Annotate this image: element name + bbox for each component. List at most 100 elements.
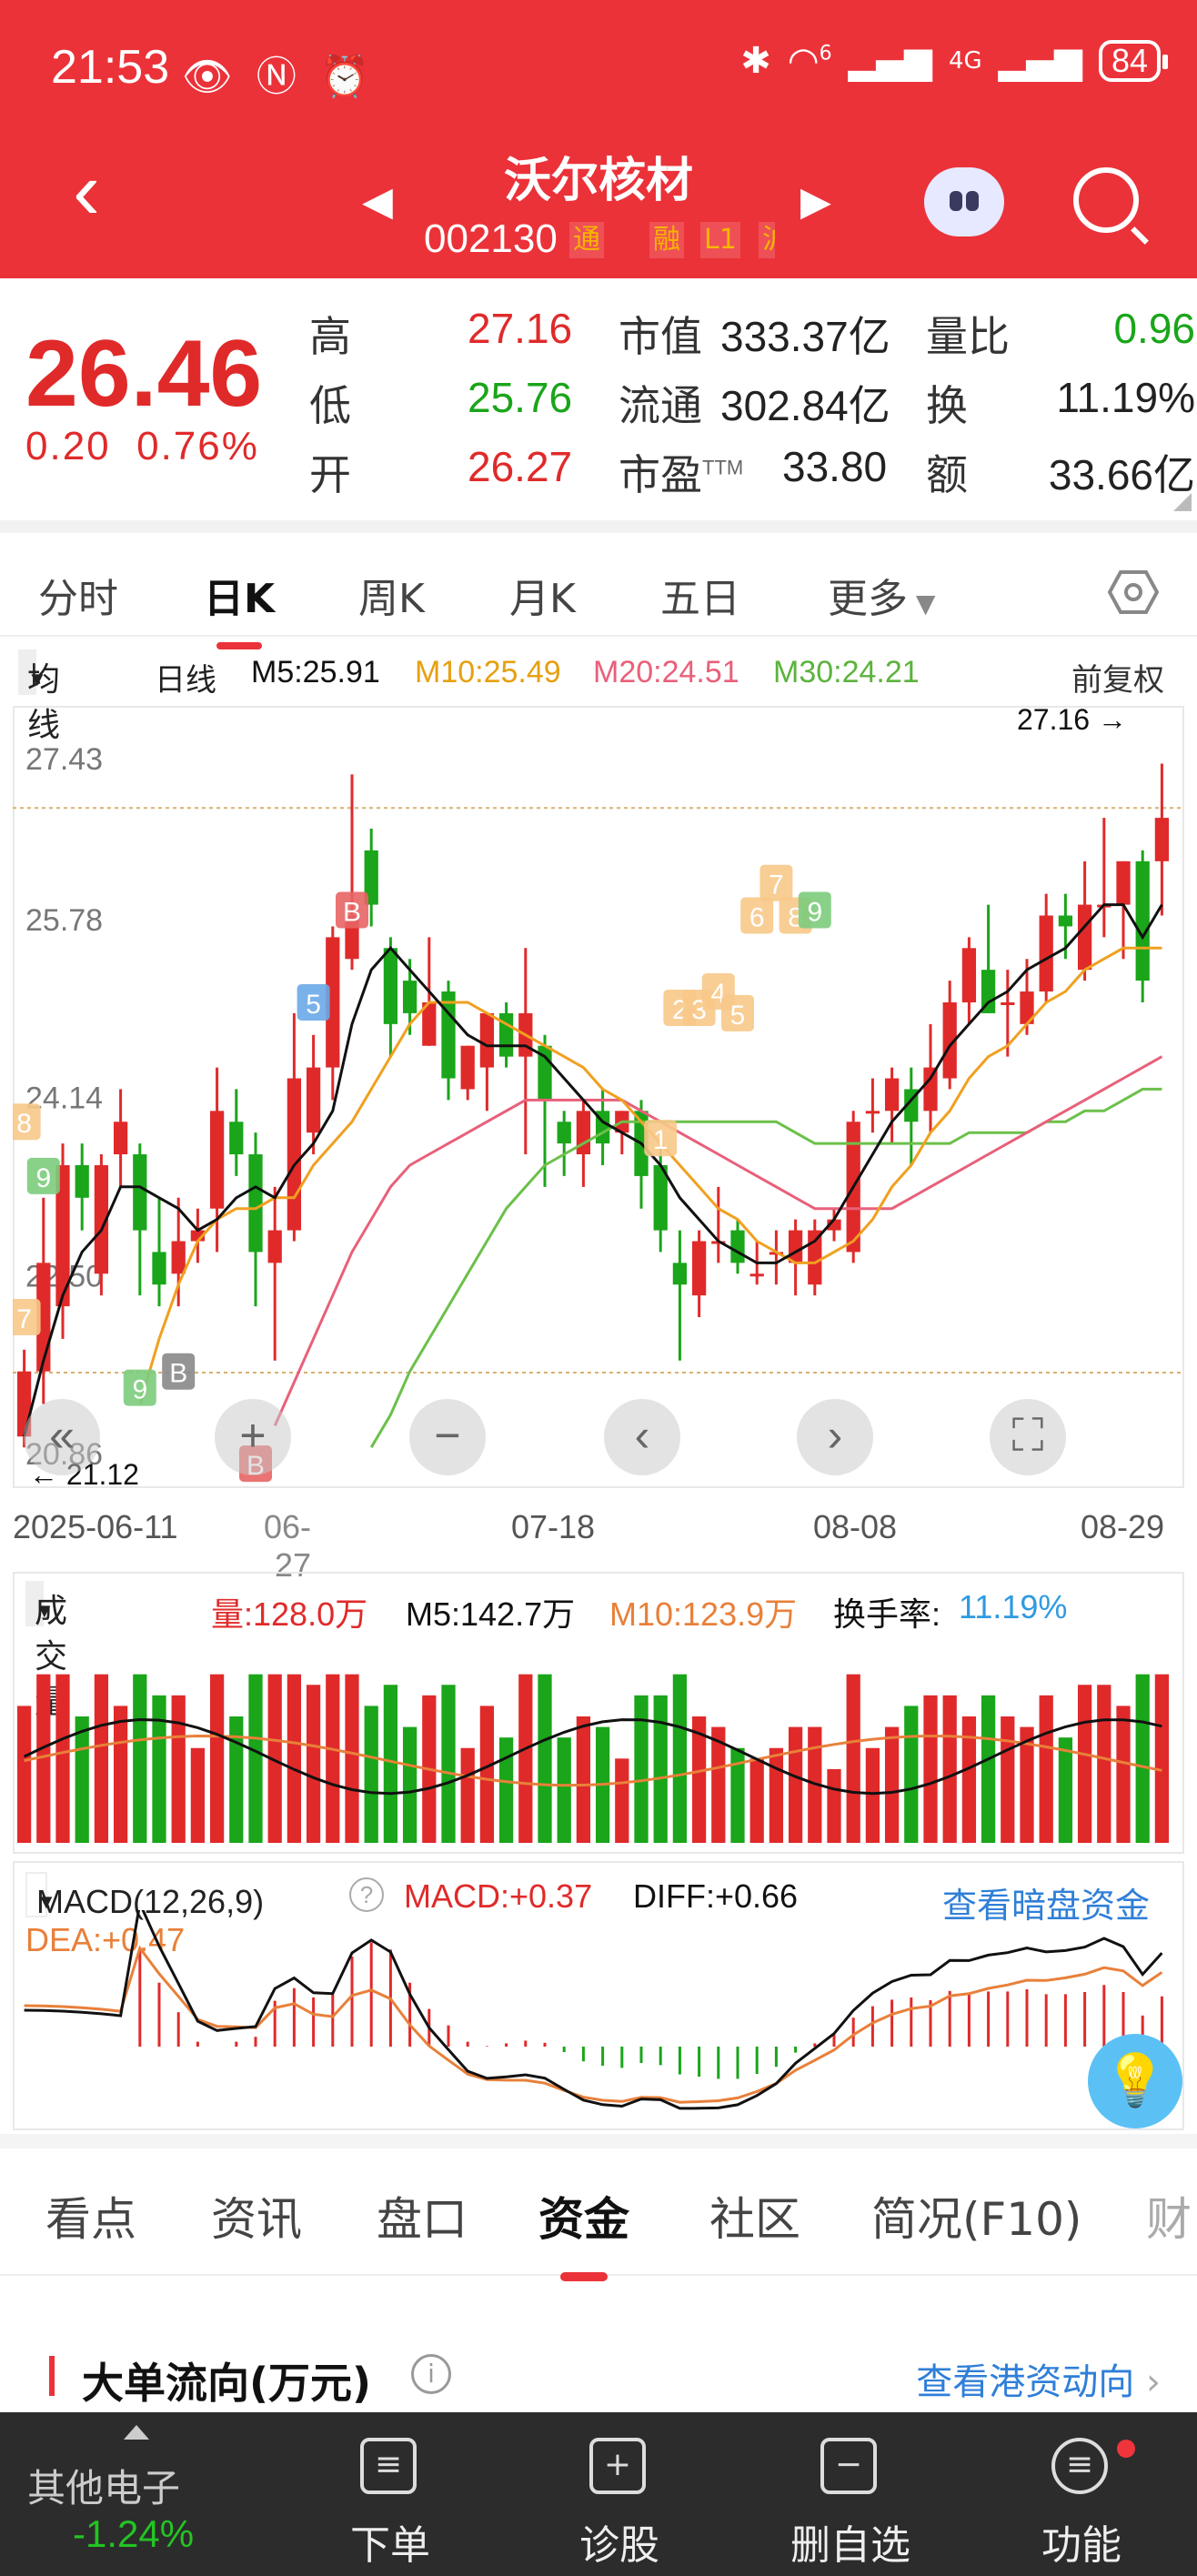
expand-corner-icon[interactable] bbox=[1173, 493, 1192, 511]
volume-bar bbox=[846, 1674, 860, 1843]
candle-body bbox=[981, 970, 996, 1013]
volume-bar bbox=[441, 1685, 456, 1843]
back-button[interactable]: ‹ bbox=[73, 146, 100, 236]
signal-marker bbox=[26, 1157, 60, 1194]
settings-hex-icon[interactable] bbox=[1108, 569, 1159, 615]
dark-pool-link[interactable]: 查看暗盘资金 bbox=[942, 1887, 1151, 1926]
candle-body bbox=[1058, 915, 1073, 927]
expand-up-icon[interactable] bbox=[124, 2425, 149, 2440]
macd-value: MACD:+0.37 bbox=[404, 1877, 593, 1915]
tab-finance[interactable]: 财 bbox=[1146, 2193, 1192, 2246]
tab-intraday[interactable]: 分时 bbox=[38, 576, 118, 622]
chart-period-tabs: 分时 日K 周K 月K 五日 更多 ▼ bbox=[0, 546, 1197, 649]
tab-five-day[interactable]: 五日 bbox=[660, 576, 740, 622]
tab-highlights[interactable]: 看点 bbox=[45, 2193, 136, 2246]
candle-body bbox=[942, 1001, 957, 1079]
diff-line bbox=[24, 1910, 1163, 2110]
volume-bar bbox=[133, 1674, 147, 1843]
tab-profile-f10[interactable]: 简况(F10) bbox=[871, 2193, 1082, 2246]
signal-marker bbox=[123, 1369, 156, 1406]
turnover-rate-label: 换手率: bbox=[833, 1595, 941, 1633]
candle-body bbox=[788, 1230, 803, 1263]
network-type: 4G bbox=[948, 47, 982, 75]
signal-marker bbox=[721, 994, 754, 1031]
volume-bar bbox=[634, 1695, 649, 1843]
date-axis: 2025-06-11 06-27 07-18 08-08 08-29 bbox=[0, 1508, 1197, 1584]
functions-icon: ≡ bbox=[1051, 2438, 1108, 2494]
volume-bar bbox=[827, 1768, 841, 1843]
volume-bar bbox=[94, 1674, 109, 1843]
prev-stock-button[interactable]: ◀ bbox=[362, 178, 393, 225]
ma5-value: M5:25.91 bbox=[251, 655, 380, 689]
hk-capital-link[interactable]: 查看港资动向 › bbox=[916, 2361, 1161, 2403]
tab-capital[interactable]: 资金 bbox=[538, 2183, 629, 2281]
status-icons: 👁 Ⓝ ⏰ bbox=[182, 54, 376, 100]
macd-chart[interactable] bbox=[13, 1910, 1184, 2128]
candle-body bbox=[730, 1230, 745, 1263]
candle-body bbox=[498, 1012, 514, 1057]
tab-monthly-k[interactable]: 月K bbox=[509, 576, 576, 622]
volume-bar bbox=[498, 1737, 514, 1843]
zoom-in-button[interactable]: + bbox=[215, 1399, 291, 1475]
candle-body bbox=[422, 1001, 437, 1046]
tab-weekly-k[interactable]: 周K bbox=[358, 576, 425, 622]
status-time: 21:53 bbox=[51, 41, 170, 94]
current-price: 26.46 bbox=[25, 321, 263, 427]
volume-bar bbox=[345, 1674, 359, 1843]
tag-rong: 融 bbox=[649, 222, 684, 258]
wifi-icon: ◠6 bbox=[787, 40, 832, 82]
volume-bar bbox=[711, 1726, 726, 1843]
date-label: 2025-06-11 bbox=[13, 1508, 178, 1545]
y-axis-label: 25.78 bbox=[25, 903, 103, 938]
tab-daily-k[interactable]: 日K bbox=[204, 566, 275, 649]
next-stock-button[interactable]: ▶ bbox=[800, 178, 831, 225]
help-icon[interactable]: ? bbox=[349, 1877, 384, 1912]
low-value: 25.76 bbox=[468, 374, 573, 421]
ai-assistant-icon[interactable] bbox=[924, 167, 1004, 236]
top-bar: 21:53 👁 Ⓝ ⏰ ✱ ◠6 ▂▄▆ 4G ▂▄▆ 84 ‹ ◀ ▶ 沃尔核… bbox=[0, 0, 1197, 278]
candle-body bbox=[672, 1263, 688, 1285]
signal-marker bbox=[740, 897, 774, 934]
lightbulb-icon[interactable]: 💡 bbox=[1088, 2034, 1182, 2128]
candle-body bbox=[402, 981, 417, 1013]
scroll-right-button[interactable]: › bbox=[797, 1399, 873, 1475]
candle-body bbox=[479, 1012, 495, 1068]
signal-marker bbox=[644, 1120, 678, 1157]
candle-body bbox=[229, 1122, 244, 1155]
adjust-mode[interactable]: 前复权 bbox=[1071, 663, 1164, 698]
signal-label: 9 bbox=[35, 1163, 51, 1193]
volume-bar bbox=[653, 1695, 668, 1843]
kline-chart[interactable]: 27.4325.7824.1422.5020.868979BB5B1234567… bbox=[13, 706, 1184, 1488]
volume-chart[interactable] bbox=[13, 1637, 1184, 1843]
tab-community[interactable]: 社区 bbox=[709, 2193, 800, 2246]
info-icon[interactable]: i bbox=[411, 2354, 451, 2394]
zoom-out-button[interactable]: − bbox=[409, 1399, 486, 1475]
volume-ratio-label: 量比 bbox=[926, 313, 1010, 360]
stock-code: 002130 bbox=[424, 216, 558, 261]
tab-news[interactable]: 资讯 bbox=[211, 2193, 302, 2246]
info-tabs: 看点 资讯 盘口 资金 社区 简况(F10) 财 bbox=[0, 2148, 1197, 2281]
scroll-left-button[interactable]: ‹ bbox=[604, 1399, 680, 1475]
low-label: 低 bbox=[309, 382, 351, 429]
macd-selector[interactable]: MACD(12,26,9) ▼ bbox=[25, 1872, 264, 1920]
signal-marker bbox=[759, 864, 793, 901]
candle-body bbox=[75, 1164, 89, 1198]
volume-bar bbox=[1077, 1685, 1092, 1843]
tab-more[interactable]: 更多 ▼ bbox=[828, 576, 936, 622]
collapse-chart-button[interactable]: « bbox=[24, 1399, 100, 1475]
turnover-value: 11.19% bbox=[1056, 374, 1195, 421]
tab-order-book[interactable]: 盘口 bbox=[377, 2193, 468, 2246]
signal-marker bbox=[297, 983, 330, 1021]
search-icon[interactable] bbox=[1073, 167, 1139, 233]
candle-body bbox=[691, 1241, 707, 1296]
quote-panel: 26.46 0.20 0.76% 高 27.16 低 25.76 开 26.27… bbox=[0, 278, 1197, 533]
divider bbox=[0, 2134, 1197, 2148]
candle-body bbox=[441, 991, 456, 1079]
volume-bar bbox=[306, 1685, 321, 1843]
sector-name[interactable]: 其他电子 bbox=[27, 2466, 181, 2511]
price-change: 0.20 0.76% bbox=[25, 424, 259, 469]
fullscreen-button[interactable]: ⛶ bbox=[990, 1399, 1066, 1475]
candle-body bbox=[1077, 904, 1092, 971]
ma-selector[interactable]: 均线 ▼ bbox=[18, 649, 60, 743]
candle-body bbox=[884, 1078, 900, 1112]
